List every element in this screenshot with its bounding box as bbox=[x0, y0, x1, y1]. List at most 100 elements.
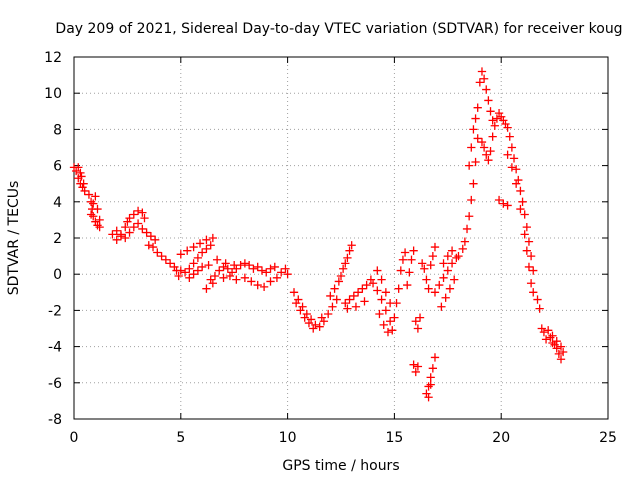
data-point bbox=[266, 277, 275, 286]
series-group bbox=[537, 324, 568, 364]
data-point bbox=[477, 67, 487, 76]
data-point bbox=[193, 266, 203, 275]
data-point bbox=[403, 280, 412, 290]
data-point bbox=[509, 154, 519, 163]
data-point bbox=[507, 143, 517, 152]
data-point bbox=[259, 282, 269, 292]
data-point bbox=[377, 295, 386, 304]
data-point bbox=[125, 228, 134, 237]
x-tick-label: 10 bbox=[279, 430, 297, 446]
data-point bbox=[112, 226, 121, 235]
x-tick-label: 25 bbox=[599, 430, 617, 446]
data-point bbox=[428, 364, 437, 373]
data-point bbox=[341, 299, 350, 308]
data-point bbox=[488, 132, 497, 141]
data-point bbox=[189, 242, 198, 252]
data-point bbox=[490, 121, 499, 130]
series-group bbox=[368, 242, 440, 377]
data-point bbox=[524, 262, 534, 272]
data-point bbox=[418, 259, 427, 268]
data-point bbox=[129, 222, 138, 232]
data-point bbox=[516, 186, 525, 196]
data-point bbox=[422, 275, 431, 284]
y-tick-label: 12 bbox=[44, 50, 62, 66]
y-tick-label: -6 bbox=[48, 376, 62, 392]
data-point bbox=[394, 284, 403, 293]
data-point bbox=[343, 253, 352, 263]
data-point bbox=[108, 230, 117, 239]
data-point bbox=[223, 264, 232, 273]
data-point bbox=[520, 230, 529, 239]
data-point bbox=[462, 224, 472, 234]
data-point bbox=[89, 199, 98, 208]
data-point bbox=[210, 271, 220, 281]
data-point bbox=[289, 288, 299, 297]
y-tick-label: 0 bbox=[53, 267, 62, 283]
data-point bbox=[415, 313, 425, 322]
data-point bbox=[548, 331, 557, 340]
data-point bbox=[430, 242, 440, 252]
data-point bbox=[362, 280, 371, 290]
series-group bbox=[108, 206, 217, 282]
data-point bbox=[465, 161, 474, 170]
grid bbox=[74, 57, 608, 419]
data-point bbox=[247, 277, 256, 286]
data-point bbox=[185, 264, 194, 273]
data-point bbox=[326, 291, 335, 301]
y-tick-label: 8 bbox=[53, 122, 62, 138]
data-point bbox=[526, 279, 536, 288]
data-point bbox=[533, 295, 542, 304]
data-point bbox=[541, 335, 551, 344]
data-point bbox=[174, 271, 183, 281]
data-point bbox=[317, 313, 326, 322]
data-point bbox=[385, 299, 395, 308]
data-point bbox=[409, 360, 418, 369]
series-group bbox=[289, 241, 376, 333]
data-point bbox=[253, 262, 262, 272]
data-point bbox=[529, 288, 538, 297]
data-point bbox=[116, 230, 126, 239]
data-point bbox=[93, 204, 102, 214]
data-point bbox=[202, 235, 211, 244]
data-point bbox=[148, 242, 158, 252]
data-point bbox=[424, 393, 433, 402]
data-point bbox=[129, 210, 138, 219]
data-point bbox=[529, 266, 538, 275]
data-point bbox=[272, 273, 282, 282]
data-point bbox=[503, 150, 512, 159]
data-point bbox=[477, 137, 487, 147]
data-point bbox=[411, 367, 420, 377]
data-point bbox=[443, 266, 452, 275]
data-point bbox=[300, 313, 309, 322]
data-point bbox=[221, 259, 230, 268]
data-point bbox=[373, 286, 382, 295]
data-point bbox=[484, 156, 493, 165]
data-point bbox=[375, 309, 384, 319]
data-point bbox=[304, 318, 314, 328]
axis-ticks: 0 5 10 15 20 25 -8 -6 -4 -2 0 2 4 6 8 10 12 bbox=[44, 50, 617, 446]
data-point bbox=[343, 304, 352, 313]
data-point bbox=[381, 288, 391, 297]
data-point bbox=[249, 264, 258, 273]
data-point bbox=[516, 204, 525, 214]
data-point bbox=[358, 284, 367, 293]
data-point bbox=[420, 264, 429, 273]
data-point bbox=[86, 210, 96, 219]
data-point bbox=[467, 143, 476, 152]
data-point bbox=[281, 264, 290, 273]
data-point bbox=[142, 228, 151, 237]
data-point bbox=[465, 212, 474, 221]
y-tick-label: -4 bbox=[48, 340, 62, 356]
data-point bbox=[505, 132, 514, 141]
series-group bbox=[202, 255, 292, 293]
x-tick-label: 20 bbox=[492, 430, 510, 446]
data-point bbox=[253, 280, 262, 290]
data-point bbox=[385, 317, 395, 326]
data-point bbox=[189, 259, 198, 268]
x-tick-label: 0 bbox=[70, 430, 79, 446]
data-point bbox=[334, 277, 344, 286]
data-point bbox=[208, 233, 217, 243]
data-point bbox=[539, 327, 549, 337]
data-point bbox=[445, 284, 455, 293]
